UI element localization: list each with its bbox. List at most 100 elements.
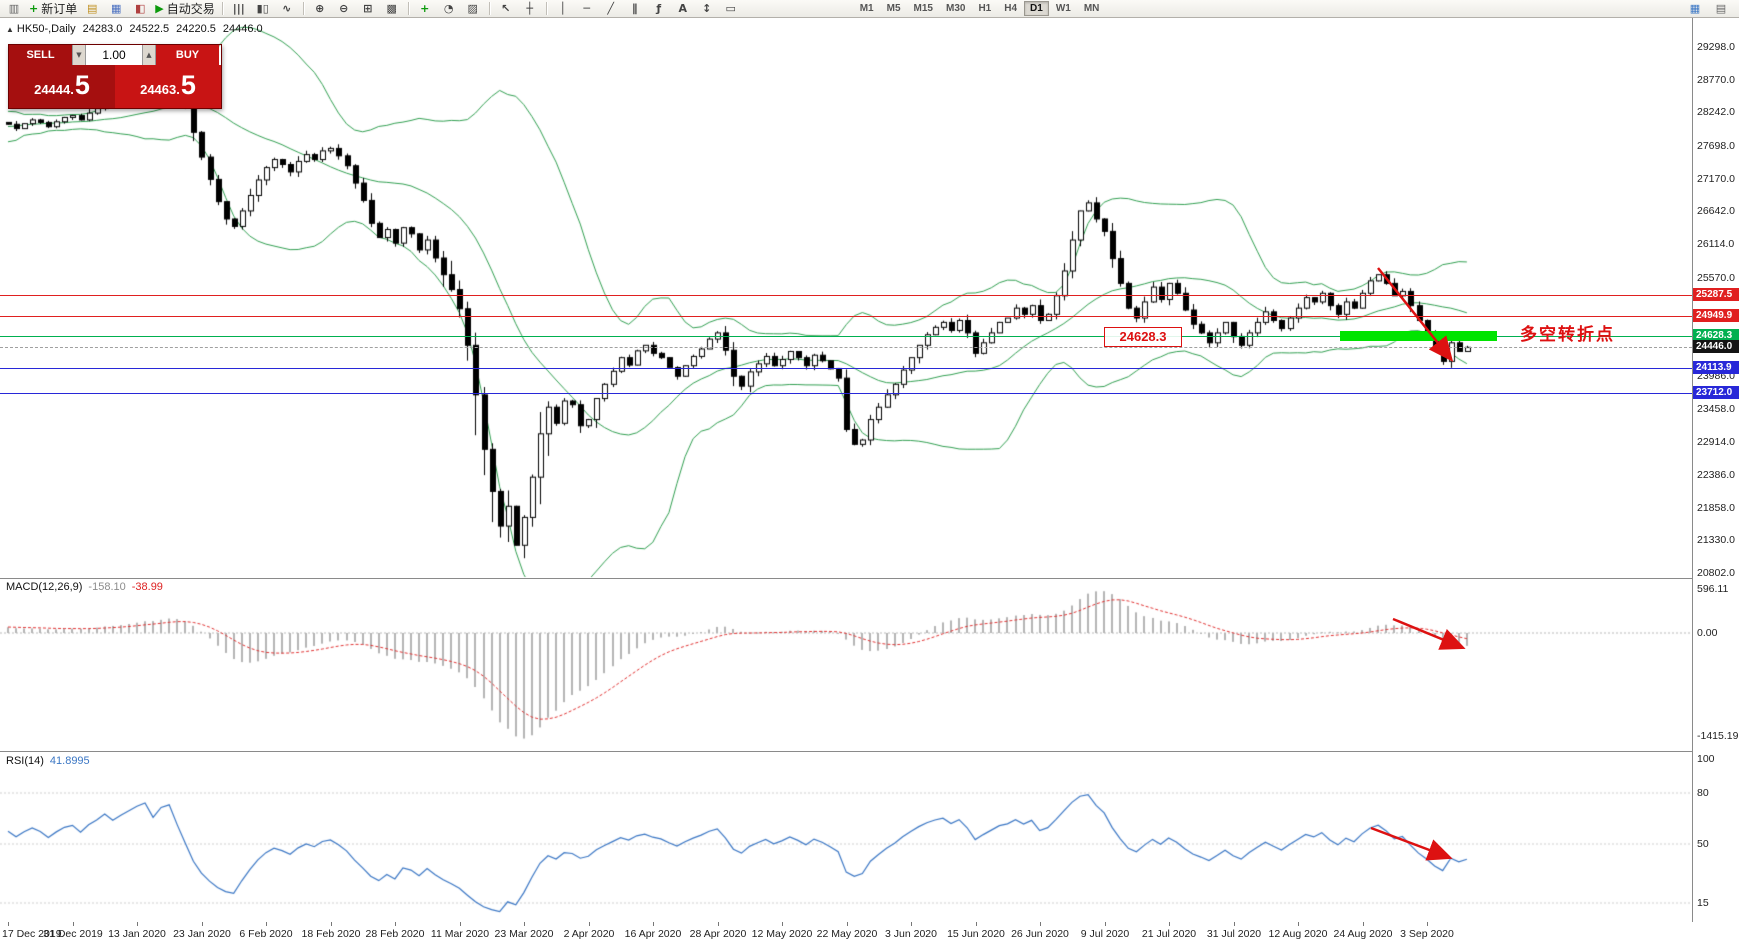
rsi-panel-splitter[interactable] (0, 751, 1739, 752)
periods-icon[interactable]: ◔ (438, 1, 460, 16)
date-label: 18 Feb 2020 (301, 928, 361, 940)
toolbar-separator (407, 2, 409, 15)
strategy-icon[interactable]: ◧ (129, 1, 151, 16)
time-axis-tick (1427, 922, 1428, 926)
timeframe-button-M5[interactable]: M5 (886, 3, 901, 14)
date-label: 9 Jul 2020 (1080, 928, 1130, 940)
auto-trading-button-label: 自动交易 (166, 2, 215, 16)
price-callout-box[interactable]: 24628.3 (1104, 327, 1182, 347)
print-icon[interactable]: ▤ (1715, 2, 1727, 15)
bar-chart-icon[interactable]: ||| (228, 1, 250, 16)
macd-panel-splitter[interactable] (0, 578, 1739, 579)
toolbar-separator (221, 2, 223, 15)
fibonacci-icon[interactable]: ƒ (648, 1, 670, 16)
indicators-add-button[interactable]: + (414, 1, 436, 16)
cascade-windows-icon[interactable]: ▩ (381, 1, 403, 16)
date-label: 3 Jun 2020 (885, 928, 937, 940)
shapes-tool-icon: ▭ (725, 2, 736, 15)
timeframe-button-M1[interactable]: M1 (859, 3, 874, 14)
time-axis-tick (1169, 922, 1170, 926)
volume-input[interactable] (86, 45, 142, 65)
volume-increase-button[interactable]: ▲ (142, 45, 156, 65)
time-axis-tick (718, 922, 719, 926)
date-label: 17 Dec 2019 (2, 928, 62, 940)
one-click-trading-panel: SELL ▼ ▲ BUY 24444.5 24463.5 (8, 44, 222, 109)
time-axis-tick (266, 922, 267, 926)
price-tag-24446.0: 24446.0 (1693, 340, 1739, 353)
price-axis-label: 28242.0 (1697, 106, 1735, 118)
vertical-line-icon[interactable]: │ (552, 1, 574, 16)
zoom-out-icon: ⊖ (339, 2, 349, 15)
sell-button[interactable]: SELL (9, 45, 72, 65)
data-window-icon[interactable]: ▦ (105, 1, 127, 16)
buy-button[interactable]: BUY (156, 45, 219, 65)
price-axis-label: 23458.0 (1697, 403, 1735, 415)
expert-advisors-icon[interactable]: ▤ (81, 1, 103, 16)
price-axis-label: 21330.0 (1697, 534, 1735, 546)
timeframe-button-H1[interactable]: H1 (978, 3, 992, 14)
time-axis-tick (847, 922, 848, 926)
buy-price-big-digit: 5 (180, 70, 196, 100)
tile-windows-icon[interactable]: ⊞ (357, 1, 379, 16)
timeframe-toolbar: M1 M5 M15 M30 H1 H4 D1 W1 MN (854, 1, 1106, 16)
date-label: 13 Jan 2020 (108, 928, 166, 940)
collapse-icon[interactable]: ▲ (6, 25, 14, 34)
sell-price[interactable]: 24444. 5 (9, 65, 115, 108)
date-label: 2 Apr 2020 (563, 928, 615, 940)
cursor-icon: ↖ (501, 2, 511, 15)
shapes-tool-icon[interactable]: ▭ (720, 1, 742, 16)
price-tag-24113.9: 24113.9 (1693, 361, 1739, 374)
price-axis-label: 27170.0 (1697, 173, 1735, 185)
rsi-axis-label: 15 (1697, 897, 1709, 909)
buy-price-main: 24463. (140, 82, 180, 97)
timeframe-button-W1[interactable]: W1 (1055, 3, 1071, 14)
date-label: 6 Feb 2020 (239, 928, 293, 940)
cursor-icon[interactable]: ↖ (495, 1, 517, 16)
time-axis-tick (395, 922, 396, 926)
text-tool-icon[interactable]: A (672, 1, 694, 16)
line-chart-icon[interactable]: ∿ (276, 1, 298, 16)
chart-window-icon[interactable]: ▥ (3, 1, 25, 16)
volume-decrease-button[interactable]: ▼ (72, 45, 86, 65)
price-axis-label: 25570.0 (1697, 272, 1735, 284)
auto-trading-button[interactable]: ▶ 自动交易 (153, 1, 216, 16)
time-axis-tick (653, 922, 654, 926)
toolbar-separator (545, 2, 547, 15)
toolbar: ▥ + 新订单 ▤ ▦ ◧ ▶ 自动交易 ||| ▮▯ ∿ ⊕ ⊖ ⊞ ▩ + ◔ ▨ ↖ ┼ │ ─ ╱ ∥ ƒ A ↕ ▭ M1 M5… (0, 0, 1739, 18)
horizontal-line-icon[interactable]: ─ (576, 1, 598, 16)
toolbar-separator (302, 2, 304, 15)
timeframe-button-H4[interactable]: H4 (1004, 3, 1018, 14)
timeframe-button-M15[interactable]: M15 (913, 3, 933, 14)
timeframe-button-MN[interactable]: MN (1083, 3, 1100, 14)
buy-price[interactable]: 24463. 5 (115, 65, 221, 108)
price-axis[interactable]: 29298.0 28770.0 28242.0 27698.0 27170.0 26642… (1692, 18, 1739, 922)
price-axis-label: 22386.0 (1697, 469, 1735, 481)
arrows-tool-icon[interactable]: ↕ (696, 1, 718, 16)
zoom-out-icon[interactable]: ⊖ (333, 1, 355, 16)
timeframe-button-D1[interactable]: D1 (1024, 1, 1049, 16)
time-axis-tick (524, 922, 525, 926)
price-axis-label: 26114.0 (1697, 238, 1735, 250)
turning-point-label[interactable]: 多空转折点 (1520, 325, 1615, 344)
sell-price-main: 24444. (34, 82, 74, 97)
new-order-button[interactable]: + 新订单 (27, 1, 79, 16)
channel-icon[interactable]: ∥ (624, 1, 646, 16)
low-value: 24220.5 (176, 23, 216, 35)
candlestick-chart-icon: ▮▯ (256, 2, 269, 15)
candlestick-chart-icon[interactable]: ▮▯ (252, 1, 274, 16)
horizontal-line-icon: ─ (583, 2, 591, 15)
rsi-indicator-label: RSI(14) 41.8995 (6, 755, 90, 767)
time-axis-tick (589, 922, 590, 926)
rsi-axis-label: 50 (1697, 838, 1709, 850)
symbol-label: HK50-,Daily (16, 23, 76, 35)
date-label: 22 May 2020 (816, 928, 878, 940)
templates-icon[interactable]: ▨ (462, 1, 484, 16)
new-chart-icon[interactable]: ▦ (1689, 2, 1701, 15)
time-axis[interactable]: 17 Dec 2019 31 Dec 2019 13 Jan 2020 23 Jan … (0, 922, 1692, 944)
timeframe-button-M30[interactable]: M30 (945, 3, 966, 14)
zoom-in-icon[interactable]: ⊕ (309, 1, 331, 16)
crosshair-icon[interactable]: ┼ (519, 1, 541, 16)
trendline-icon[interactable]: ╱ (600, 1, 622, 16)
support-zone-rect[interactable] (1340, 331, 1497, 341)
